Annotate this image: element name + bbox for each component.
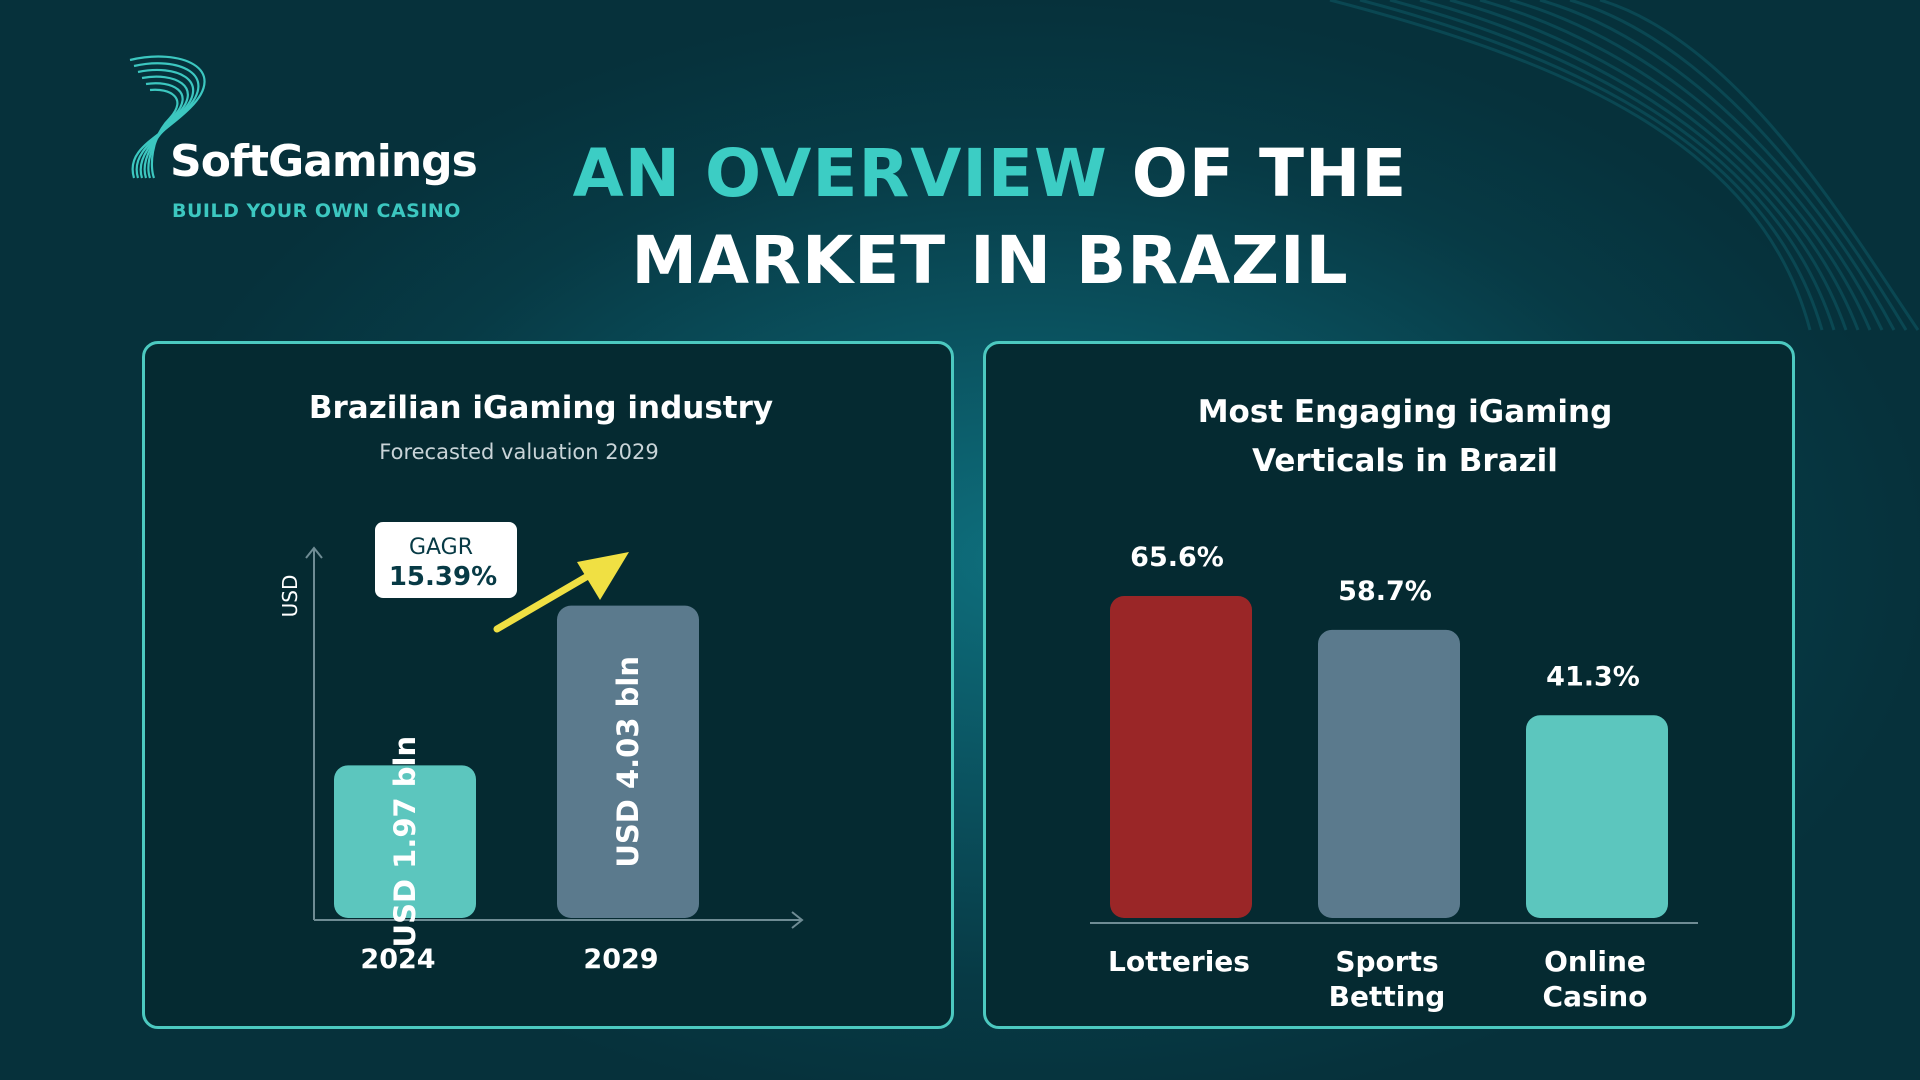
chart2-bar-sports-betting: [1318, 629, 1460, 918]
chart1-x-axis-arrow: [791, 911, 804, 929]
brand-name: SoftGamings: [170, 136, 478, 187]
chart2-value-label-online-casino: 41.3%: [1546, 661, 1640, 692]
title-rest: OF THE: [1131, 135, 1408, 212]
verticals-chart-panel: Most Engaging iGaming Verticals in Brazi…: [983, 341, 1795, 1029]
chart1-x-tick-2024: 2024: [360, 944, 435, 975]
valuation-chart-panel: Brazilian iGaming industry Forecasted va…: [142, 341, 954, 1029]
chart1-gagr-box: [375, 522, 517, 598]
chart2-value-label-sports-betting: 58.7%: [1338, 576, 1432, 607]
chart1-bar-label-2029: USD 4.03 bln: [611, 656, 645, 868]
chart1-bar-label-2024: USD 1.97 bln: [388, 736, 422, 948]
chart2-bar-lotteries: [1110, 596, 1252, 918]
softgamings-logo-icon: [129, 55, 206, 179]
chart2-category-lotteries-line-1: Lotteries: [1108, 945, 1250, 978]
chart1-bar-2029: [557, 605, 699, 918]
chart1-title: Brazilian iGaming industry: [309, 390, 773, 426]
chart2-category-sports-betting-line-1: Sports: [1335, 945, 1438, 978]
brand-logo[interactable]: SoftGamings BUILD YOUR OWN CASINO: [120, 48, 480, 228]
chart1-subtitle: Forecasted valuation 2029: [379, 440, 658, 464]
chart1-bar-2024: [334, 765, 476, 918]
chart1-growth-arrowhead: [577, 552, 629, 600]
chart2-category-online-casino-line-2: Casino: [1543, 980, 1648, 1013]
chart2-title-line-1: Most Engaging iGaming: [1198, 394, 1613, 430]
chart2-category-online-casino-line-1: Online: [1544, 945, 1646, 978]
verticals-chart: Most Engaging iGaming Verticals in Brazi…: [1090, 394, 1698, 1013]
title-line-2: MARKET IN BRAZIL: [631, 222, 1349, 299]
chart2-title-line-2: Verticals in Brazil: [1252, 443, 1558, 479]
chart1-y-label: USD: [278, 575, 302, 618]
chart1-gagr-label: GAGR: [409, 535, 473, 560]
chart1-x-tick-2029: 2029: [583, 944, 658, 975]
valuation-chart: Brazilian iGaming industry Forecasted va…: [278, 390, 804, 975]
chart2-value-label-lotteries: 65.6%: [1130, 542, 1224, 573]
chart1-gagr-value: 15.39%: [389, 562, 497, 592]
brand-tagline: BUILD YOUR OWN CASINO: [172, 200, 461, 222]
page-title: AN OVERVIEW OF THE MARKET IN BRAZIL: [440, 130, 1540, 304]
chart1-y-axis-arrow: [305, 546, 323, 559]
chart2-category-sports-betting-line-2: Betting: [1329, 980, 1446, 1013]
title-line-1: AN OVERVIEW OF THE: [440, 130, 1540, 217]
title-accent: AN OVERVIEW: [572, 135, 1108, 212]
chart2-bar-online-casino: [1526, 715, 1668, 918]
